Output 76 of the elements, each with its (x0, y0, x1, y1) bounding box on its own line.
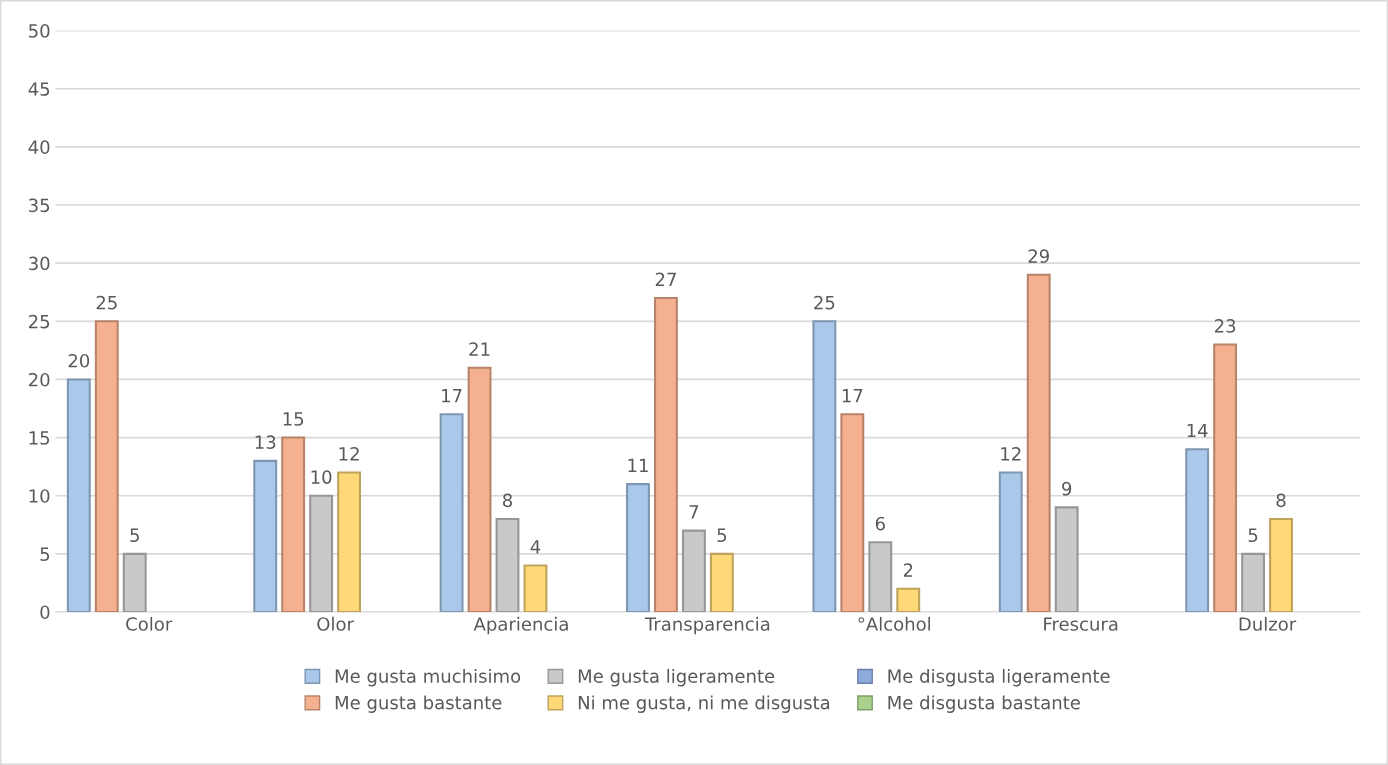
bar (337, 471, 362, 612)
data-label: 27 (655, 272, 676, 286)
data-label: 10 (311, 470, 332, 484)
data-label: 12 (1001, 446, 1021, 461)
y-tick-label: 15 (29, 431, 50, 445)
data-label: 14 (1187, 423, 1208, 438)
bar (654, 297, 678, 612)
bar (439, 413, 464, 612)
data-label: 25 (814, 295, 835, 310)
data-label: 21 (469, 342, 490, 356)
bar (812, 320, 837, 612)
data-label: 9 (1062, 481, 1072, 496)
data-label: 17 (442, 389, 462, 403)
data-label: 5 (1248, 528, 1258, 543)
data-label: 6 (875, 516, 885, 531)
x-tick-label: Apariencia (473, 616, 568, 635)
data-label: 5 (717, 528, 727, 543)
y-tick-label: 30 (29, 256, 50, 271)
data-label: 17 (842, 389, 863, 403)
legend-label: Me disgusta ligeramente (888, 668, 1110, 687)
y-tick-label: 0 (40, 605, 50, 620)
x-tick-label: Frescura (1044, 617, 1118, 631)
bar (709, 552, 734, 612)
data-label: 8 (1276, 493, 1286, 508)
data-label: 15 (283, 412, 304, 426)
legend-label: Ni me gusta, ni me disgusta (578, 695, 830, 713)
bar (94, 320, 119, 612)
bar (1026, 273, 1051, 612)
bar (998, 471, 1023, 612)
bar (309, 494, 334, 612)
data-label: 5 (130, 528, 139, 543)
data-label: 8 (502, 493, 513, 508)
x-tick-label: Transparencia (644, 616, 770, 635)
y-tick-label: 40 (28, 140, 50, 154)
y-tick-label: 35 (29, 198, 50, 213)
bar (626, 483, 650, 612)
y-tick-label: 45 (28, 82, 50, 96)
bar (1054, 506, 1079, 612)
y-tick-label: 25 (29, 314, 50, 329)
bar (1213, 343, 1238, 612)
bar (1269, 517, 1293, 612)
bar (681, 529, 706, 612)
data-label: 29 (1028, 249, 1049, 263)
bar (495, 517, 520, 612)
bar (281, 436, 306, 612)
bar (467, 366, 492, 612)
bar (840, 413, 865, 612)
bar (896, 587, 921, 612)
data-label: 12 (339, 446, 359, 461)
bar (1185, 448, 1210, 612)
y-tick-label: 10 (29, 489, 50, 503)
x-tick-label: Olor (317, 616, 354, 631)
bar (122, 552, 147, 612)
data-label: 11 (628, 458, 648, 472)
bar (523, 564, 548, 612)
data-label: 2 (903, 563, 913, 577)
bar (66, 378, 91, 612)
legend-label: Me gusta muchisimo (335, 668, 521, 687)
bar (868, 541, 893, 612)
legend-label: Me gusta bastante (335, 695, 502, 713)
data-label: 25 (96, 295, 117, 310)
data-label: 13 (255, 435, 276, 449)
data-label: 7 (689, 505, 699, 519)
data-label: 4 (530, 540, 541, 554)
legend-label: Me disgusta bastante (888, 695, 1080, 713)
y-tick-label: 50 (29, 24, 50, 38)
bar (1241, 552, 1266, 612)
y-tick-label: 20 (29, 372, 50, 387)
bar (253, 459, 278, 612)
x-tick-label: Dulzor (1239, 616, 1297, 631)
data-label: 23 (1214, 319, 1236, 333)
y-tick-label: 5 (40, 547, 50, 561)
legend-label: Me gusta ligeramente (578, 668, 775, 687)
x-tick-label: Color (126, 616, 173, 631)
data-label: 20 (68, 353, 90, 368)
x-tick-label: °Alcohol (858, 616, 931, 631)
